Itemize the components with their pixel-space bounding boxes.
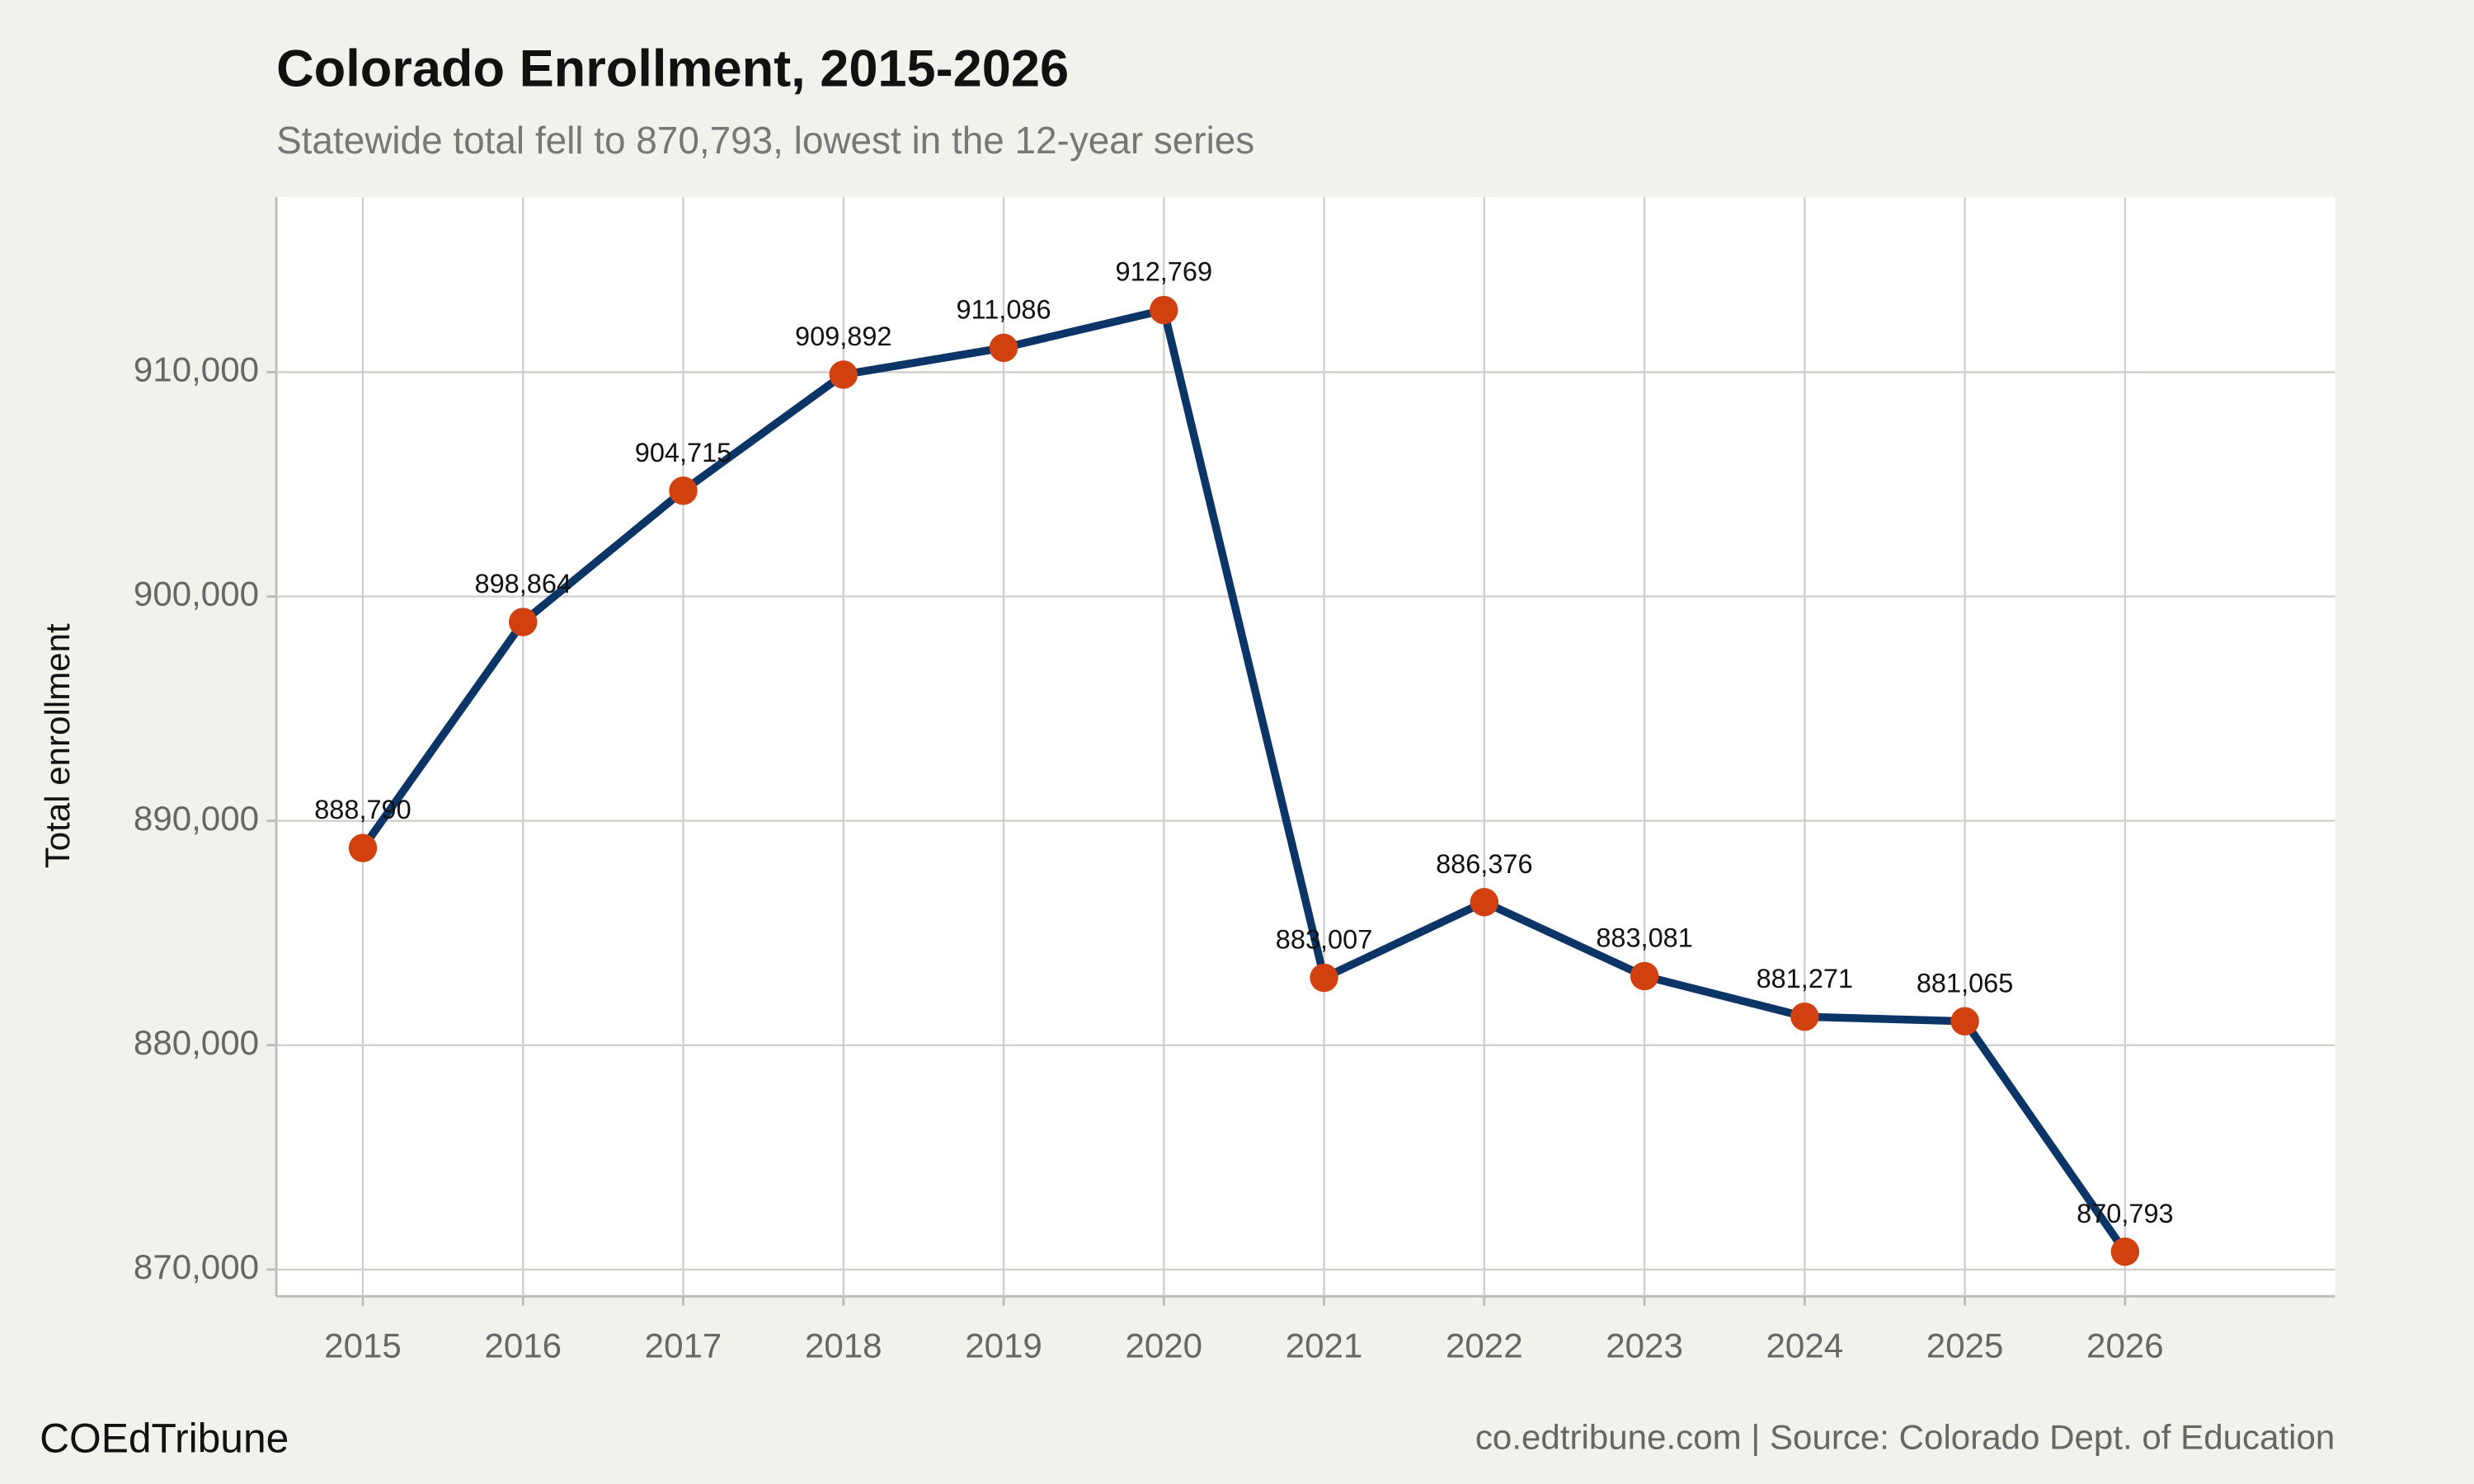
plot-panel xyxy=(276,197,2335,1297)
x-tick-label: 2021 xyxy=(1286,1327,1363,1365)
x-tick-label: 2017 xyxy=(645,1327,722,1365)
y-tick-label: 910,000 xyxy=(134,350,259,389)
data-point xyxy=(1790,1002,1819,1031)
data-label: 870,793 xyxy=(2077,1199,2173,1228)
data-point xyxy=(348,834,378,862)
y-tick-label: 880,000 xyxy=(134,1023,259,1062)
data-point xyxy=(1470,888,1499,917)
data-point xyxy=(989,333,1018,363)
data-point xyxy=(509,608,538,636)
chart-subtitle: Statewide total fell to 870,793, lowest … xyxy=(276,119,1254,162)
x-tick-label: 2019 xyxy=(965,1327,1042,1365)
y-tick-label: 890,000 xyxy=(134,799,259,838)
x-tick-label: 2023 xyxy=(1606,1327,1683,1365)
data-label: 888,790 xyxy=(314,795,411,824)
x-tick-label: 2026 xyxy=(2086,1327,2164,1365)
x-tick-label: 2020 xyxy=(1125,1327,1202,1365)
data-label: 912,769 xyxy=(1116,257,1212,287)
x-tick-label: 2016 xyxy=(484,1327,562,1365)
data-label: 904,715 xyxy=(635,438,731,467)
data-point xyxy=(829,360,858,389)
y-axis-label: Total enrollment xyxy=(38,623,77,868)
x-tick-label: 2025 xyxy=(1926,1327,2004,1365)
x-tick-label: 2024 xyxy=(1766,1327,1844,1365)
y-tick-label: 870,000 xyxy=(134,1247,259,1286)
data-label: 911,086 xyxy=(956,294,1051,324)
chart-title: Colorado Enrollment, 2015-2026 xyxy=(276,40,1069,98)
data-point xyxy=(1150,295,1178,325)
data-point xyxy=(1310,963,1338,993)
data-label: 898,864 xyxy=(474,569,571,599)
data-label: 883,081 xyxy=(1596,923,1692,953)
data-label: 881,065 xyxy=(1917,968,2013,998)
x-tick-label: 2018 xyxy=(805,1327,882,1365)
data-point xyxy=(1950,1007,1979,1036)
x-tick-label: 2022 xyxy=(1446,1327,1523,1365)
y-tick-label: 900,000 xyxy=(134,575,259,613)
data-label: 883,007 xyxy=(1276,925,1372,955)
data-point xyxy=(2110,1237,2140,1266)
data-line xyxy=(360,306,2128,1255)
data-label: 886,376 xyxy=(1436,849,1532,879)
data-point xyxy=(1630,961,1659,991)
source: co.edtribune.com | Source: Colorado Dept… xyxy=(1475,1418,2335,1457)
data-label: 881,271 xyxy=(1757,964,1853,993)
credit: COEdTribune xyxy=(40,1415,289,1461)
data-label: 909,892 xyxy=(795,322,891,351)
data-point xyxy=(669,477,698,505)
x-tick-label: 2015 xyxy=(324,1327,402,1365)
